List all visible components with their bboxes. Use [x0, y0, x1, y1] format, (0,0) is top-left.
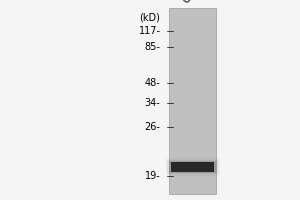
Text: (kD): (kD) — [140, 12, 160, 22]
Text: 85-: 85- — [145, 42, 160, 52]
Text: 48-: 48- — [145, 78, 161, 88]
Bar — [166, 158, 220, 176]
Bar — [171, 162, 214, 172]
Text: 34-: 34- — [145, 98, 161, 108]
Text: 19-: 19- — [145, 171, 161, 181]
Bar — [169, 161, 216, 173]
Bar — [167, 160, 218, 174]
Bar — [169, 8, 216, 194]
Text: 26-: 26- — [145, 122, 160, 132]
Text: 117-: 117- — [139, 26, 160, 36]
Text: COS7: COS7 — [180, 0, 206, 5]
